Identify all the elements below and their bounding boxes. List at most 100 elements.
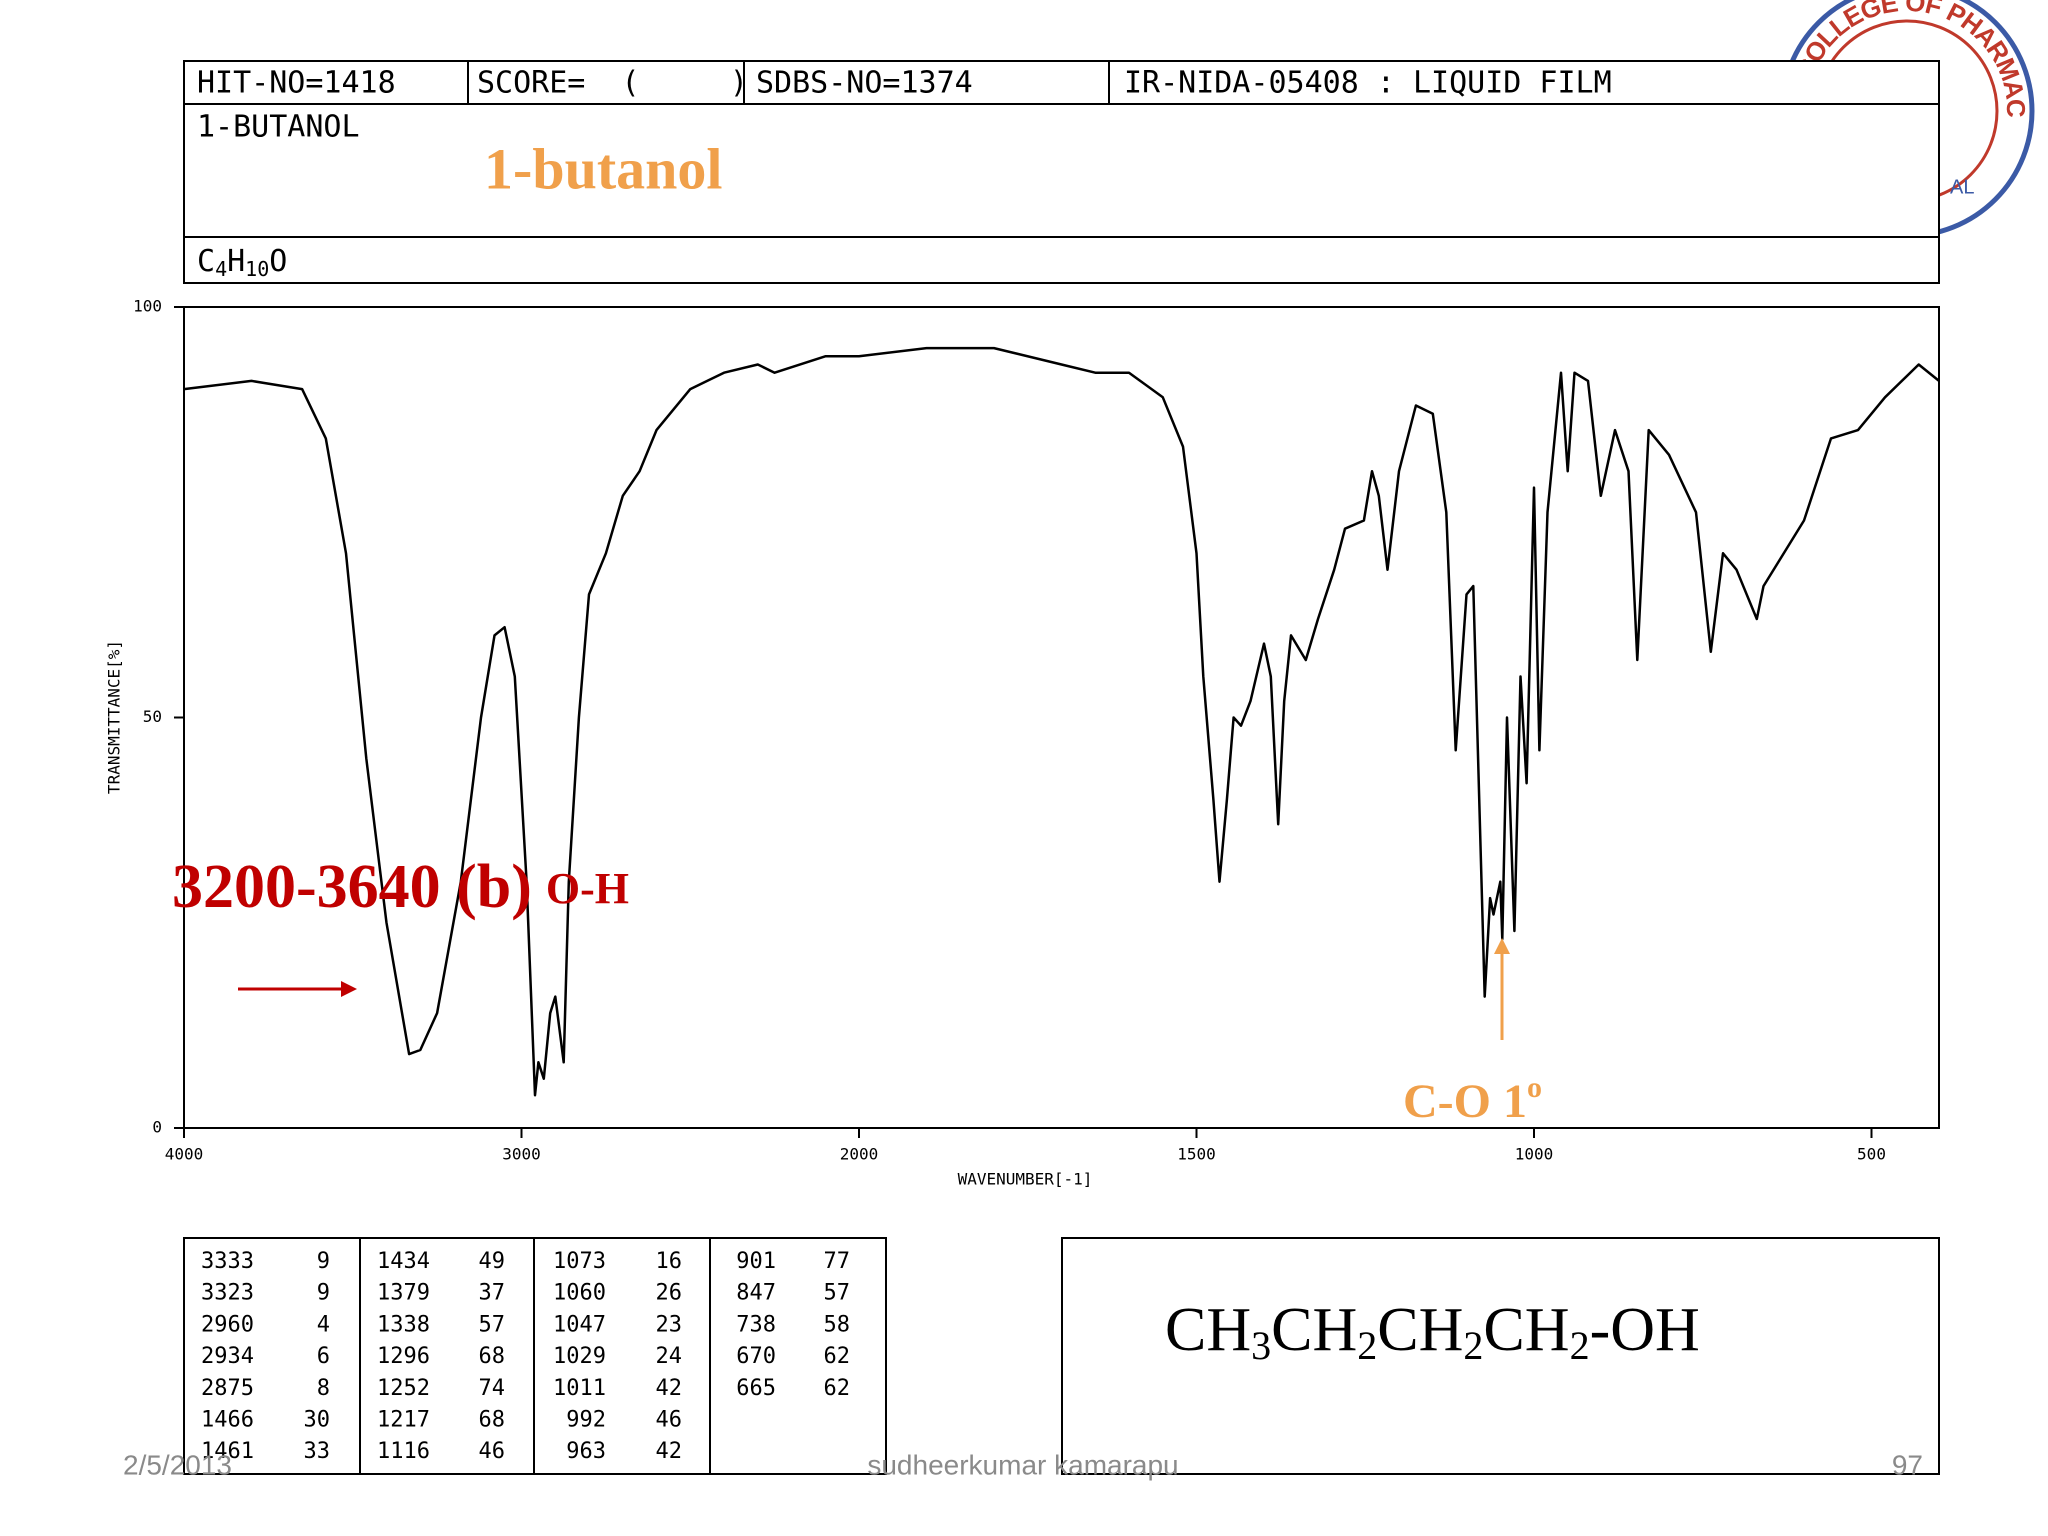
peak-wavenumber: 1060 <box>553 1281 606 1306</box>
peak-transmittance: 42 <box>656 1439 683 1464</box>
co-arrow-head <box>1494 938 1510 954</box>
oh-annotation: 3200-3640 (b) O-H <box>172 853 629 921</box>
peak-transmittance: 9 <box>317 1281 330 1306</box>
structure-part: CH <box>1271 1296 1357 1364</box>
structure-part: -OH <box>1590 1296 1700 1364</box>
peak-wavenumber: 1073 <box>553 1249 606 1274</box>
co-label: C-O 1 <box>1403 1075 1527 1128</box>
peak-wavenumber: 847 <box>736 1281 776 1306</box>
formula-part: C <box>197 244 215 279</box>
formula-sub: 4 <box>215 257 227 281</box>
x-tick-label: 500 <box>1857 1145 1886 1164</box>
peak-transmittance: 57 <box>479 1312 506 1337</box>
structure-sub: 3 <box>1251 1323 1271 1368</box>
header-frame <box>183 60 1940 284</box>
logo-bottom: AL <box>1950 176 1974 198</box>
peak-transmittance: 57 <box>824 1281 851 1306</box>
peak-transmittance: 16 <box>656 1249 683 1274</box>
footer-page: 97 <box>1892 1449 1923 1480</box>
peak-wavenumber: 1379 <box>377 1281 430 1306</box>
peak-wavenumber: 1338 <box>377 1312 430 1337</box>
structure-sub: 2 <box>1570 1323 1590 1368</box>
peak-transmittance: 9 <box>317 1249 330 1274</box>
oh-label: O-H <box>546 864 629 913</box>
peak-wavenumber: 3323 <box>201 1281 254 1306</box>
peak-wavenumber: 1029 <box>553 1344 606 1369</box>
peak-transmittance: 33 <box>304 1439 331 1464</box>
peak-wavenumber: 1011 <box>553 1376 606 1401</box>
compound: 1-BUTANOL <box>197 110 360 145</box>
x-axis-label: WAVENUMBER[-1] <box>958 1170 1093 1189</box>
peak-transmittance: 62 <box>824 1376 851 1401</box>
peak-wavenumber: 2875 <box>201 1376 254 1401</box>
peak-transmittance: 26 <box>656 1281 683 1306</box>
formula-part: H <box>227 244 245 279</box>
y-axis-label: TRANSMITTANCE[%] <box>105 640 124 794</box>
peak-wavenumber: 1047 <box>553 1312 606 1337</box>
peak-transmittance: 46 <box>479 1439 506 1464</box>
plot-frame <box>183 306 1940 1129</box>
peak-wavenumber: 1466 <box>201 1408 254 1433</box>
structure-part: CH <box>1377 1296 1463 1364</box>
peak-wavenumber: 992 <box>566 1408 606 1433</box>
oh-range: 3200-3640 (b) <box>172 853 532 921</box>
peak-transmittance: 8 <box>317 1376 330 1401</box>
footer: 2/5/2013 sudheerkumar kamarapu 97 <box>123 1449 1923 1480</box>
peak-wavenumber: 3333 <box>201 1249 254 1274</box>
x-tick-label: 3000 <box>502 1145 541 1164</box>
peak-transmittance: 23 <box>656 1312 683 1337</box>
formula-sub: 10 <box>245 257 269 281</box>
peak-transmittance: 46 <box>656 1408 683 1433</box>
peak-wavenumber: 1252 <box>377 1376 430 1401</box>
peak-transmittance: 68 <box>479 1344 506 1369</box>
peak-wavenumber: 901 <box>736 1249 776 1274</box>
annotations: 3200-3640 (b) O-H C-O 1o <box>172 853 1542 1128</box>
structure-part: CH <box>1165 1296 1251 1364</box>
peak-transmittance: 58 <box>824 1312 851 1337</box>
peak-wavenumber: 1296 <box>377 1344 430 1369</box>
peak-transmittance: 62 <box>824 1344 851 1369</box>
peak-transmittance: 68 <box>479 1408 506 1433</box>
y-tick-label: 50 <box>143 707 162 726</box>
spectrum-line <box>183 346 1940 1097</box>
peak-transmittance: 74 <box>479 1376 506 1401</box>
structure-box: CH3CH2CH2CH2-OH <box>1061 1237 1940 1475</box>
y-tick-label: 100 <box>133 297 162 316</box>
peak-transmittance: 42 <box>656 1376 683 1401</box>
oh-arrow-head <box>341 981 357 997</box>
peak-transmittance: 24 <box>656 1344 683 1369</box>
peak-wavenumber: 1434 <box>377 1249 430 1274</box>
peak-wavenumber: 1217 <box>377 1408 430 1433</box>
peak-wavenumber: 670 <box>736 1344 776 1369</box>
peak-wavenumber: 2960 <box>201 1312 254 1337</box>
peak-wavenumber: 738 <box>736 1312 776 1337</box>
spectrum-plot: TRANSMITTANCE[%] WAVENUMBER[-1] 0 50 100 40… <box>105 297 1940 1189</box>
structure-sub: 2 <box>1463 1323 1483 1368</box>
co-sup: o <box>1527 1071 1542 1104</box>
y-tick-label: 0 <box>152 1118 162 1137</box>
compound-title: 1-butanol <box>484 136 723 201</box>
header-box: HIT-NO=1418 SCORE= ( ) SDBS-NO=1374 IR-N… <box>183 60 1940 284</box>
formula: C4H10O <box>197 244 287 281</box>
peak-wavenumber: 665 <box>736 1376 776 1401</box>
footer-author: sudheerkumar kamarapu <box>867 1449 1178 1480</box>
peak-transmittance: 30 <box>304 1408 331 1433</box>
peak-transmittance: 6 <box>317 1344 330 1369</box>
structure-sub: 2 <box>1357 1323 1377 1368</box>
sdbs-no: SDBS-NO=1374 <box>756 66 973 101</box>
footer-date: 2/5/2013 <box>123 1449 232 1480</box>
peak-wavenumber: 1461 <box>201 1439 254 1464</box>
peak-wavenumber: 963 <box>566 1439 606 1464</box>
score: SCORE= ( ) <box>477 66 748 101</box>
peak-transmittance: 77 <box>824 1249 851 1274</box>
hit-no: HIT-NO=1418 <box>197 66 396 101</box>
x-tick-label: 4000 <box>165 1145 204 1164</box>
peak-transmittance: 37 <box>479 1281 506 1306</box>
structure-frame <box>1061 1237 1940 1475</box>
x-tick-label: 1500 <box>1177 1145 1216 1164</box>
x-tick-label: 2000 <box>840 1145 879 1164</box>
formula-part: O <box>269 244 287 279</box>
co-annotation: C-O 1o <box>1403 1071 1542 1128</box>
